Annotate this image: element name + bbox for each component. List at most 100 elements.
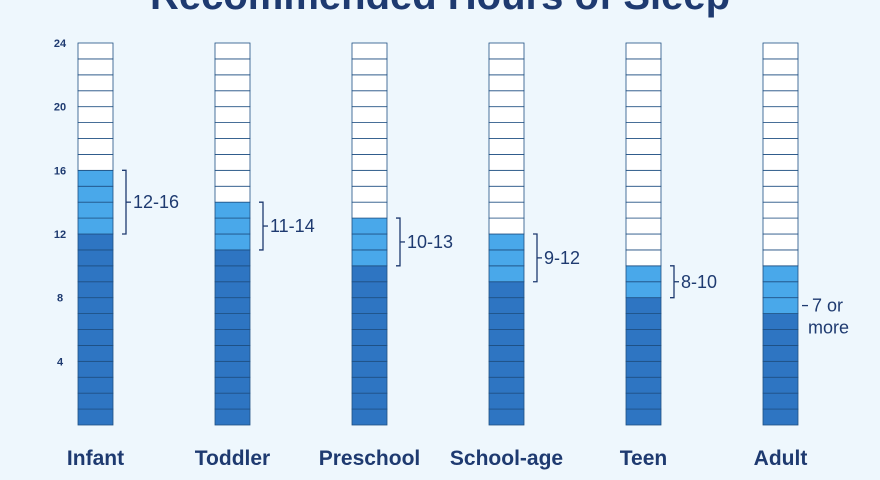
- base-hour-cell: [77, 376, 114, 394]
- base-hour-cell: [762, 345, 799, 362]
- empty-hour-cell: [762, 58, 799, 76]
- base-hour-cell: [77, 313, 114, 330]
- range-bracket: [259, 201, 264, 251]
- empty-hour-cell: [488, 90, 525, 108]
- base-hour-cell: [214, 249, 251, 267]
- empty-hour-cell: [762, 217, 799, 235]
- base-hour-cell: [214, 313, 251, 330]
- base-hour-cell: [77, 392, 114, 410]
- column-adult: 7 or more Adult: [754, 42, 849, 470]
- base-hour-cell: [77, 265, 114, 283]
- base-hour-cell: [762, 392, 799, 410]
- base-hour-cell: [625, 345, 662, 362]
- empty-hour-cell: [351, 185, 388, 203]
- empty-hour-cell: [214, 138, 251, 155]
- base-hour-cell: [351, 329, 388, 346]
- range-hour-cell: [214, 201, 251, 219]
- column-toddler: 11-14 Toddler: [195, 42, 315, 470]
- empty-hour-cell: [625, 58, 662, 76]
- range-hour-cell: [488, 249, 525, 267]
- base-hour-cell: [488, 281, 525, 299]
- range-hour-cell: [77, 201, 114, 219]
- base-hour-cell: [625, 408, 662, 426]
- empty-hour-cell: [625, 249, 662, 267]
- base-hour-cell: [214, 329, 251, 346]
- base-hour-cell: [77, 329, 114, 346]
- base-hour-cell: [214, 408, 251, 426]
- base-hour-cell: [762, 329, 799, 346]
- empty-hour-cell: [351, 122, 388, 139]
- empty-hour-cell: [625, 90, 662, 108]
- empty-hour-cell: [762, 42, 799, 60]
- base-hour-cell: [488, 329, 525, 346]
- base-hour-cell: [488, 408, 525, 426]
- range-bracket: [670, 265, 675, 299]
- empty-hour-cell: [351, 74, 388, 92]
- column-preschool: 10-13 Preschool: [319, 42, 453, 470]
- range-label: 9-12: [544, 248, 580, 268]
- base-hour-cell: [488, 297, 525, 314]
- column-school-age: 9-12 School-age: [450, 42, 580, 470]
- empty-hour-cell: [77, 138, 114, 155]
- empty-hour-cell: [488, 217, 525, 235]
- base-hour-cell: [214, 265, 251, 283]
- y-tick-label: 8: [57, 293, 63, 305]
- empty-hour-cell: [762, 138, 799, 155]
- base-hour-cell: [488, 376, 525, 394]
- base-hour-cell: [351, 265, 388, 283]
- empty-hour-cell: [762, 201, 799, 219]
- empty-hour-cell: [214, 169, 251, 187]
- empty-hour-cell: [625, 169, 662, 187]
- column-infant: 12-16 Infant: [67, 42, 179, 470]
- chart-columns: 12-16 Infant 11-14 Toddler 10-13 Preschool 9-1…: [67, 42, 849, 470]
- chart-title: Recommended Hours of Sleep: [0, 0, 880, 19]
- empty-hour-cell: [762, 90, 799, 108]
- empty-hour-cell: [762, 169, 799, 187]
- base-hour-cell: [351, 313, 388, 330]
- empty-hour-cell: [351, 58, 388, 76]
- base-hour-cell: [77, 408, 114, 426]
- y-tick-label: 24: [54, 38, 67, 50]
- empty-hour-cell: [351, 106, 388, 123]
- empty-hour-cell: [625, 138, 662, 155]
- range-hour-cell: [351, 217, 388, 235]
- base-hour-cell: [77, 233, 114, 251]
- category-label: School-age: [450, 447, 563, 470]
- empty-hour-cell: [77, 90, 114, 108]
- y-tick-label: 12: [54, 229, 66, 241]
- range-hour-cell: [77, 169, 114, 187]
- range-hour-cell: [214, 217, 251, 235]
- empty-hour-cell: [77, 58, 114, 76]
- empty-hour-cell: [625, 74, 662, 92]
- empty-hour-cell: [77, 106, 114, 123]
- range-bracket: [533, 233, 538, 283]
- base-hour-cell: [625, 297, 662, 314]
- base-hour-cell: [762, 376, 799, 394]
- empty-hour-cell: [762, 106, 799, 123]
- range-label: 10-13: [407, 232, 453, 252]
- base-hour-cell: [214, 376, 251, 394]
- empty-hour-cell: [762, 122, 799, 139]
- empty-hour-cell: [214, 42, 251, 60]
- empty-hour-cell: [488, 138, 525, 155]
- range-bracket: [396, 217, 401, 267]
- empty-hour-cell: [351, 42, 388, 60]
- range-hour-cell: [214, 233, 251, 251]
- base-hour-cell: [762, 360, 799, 378]
- range-hour-cell: [351, 249, 388, 267]
- category-label: Preschool: [319, 447, 421, 470]
- range-hour-cell: [77, 217, 114, 235]
- base-hour-cell: [762, 313, 799, 330]
- empty-hour-cell: [762, 233, 799, 251]
- base-hour-cell: [488, 360, 525, 378]
- base-hour-cell: [351, 281, 388, 299]
- range-hour-cell: [625, 281, 662, 299]
- base-hour-cell: [625, 360, 662, 378]
- base-hour-cell: [351, 360, 388, 378]
- base-hour-cell: [625, 376, 662, 394]
- range-label: 11-14: [270, 216, 315, 236]
- range-bracket: [122, 169, 127, 235]
- empty-hour-cell: [625, 42, 662, 60]
- range-hour-cell: [762, 265, 799, 283]
- column-teen: 8-10 Teen: [620, 42, 717, 470]
